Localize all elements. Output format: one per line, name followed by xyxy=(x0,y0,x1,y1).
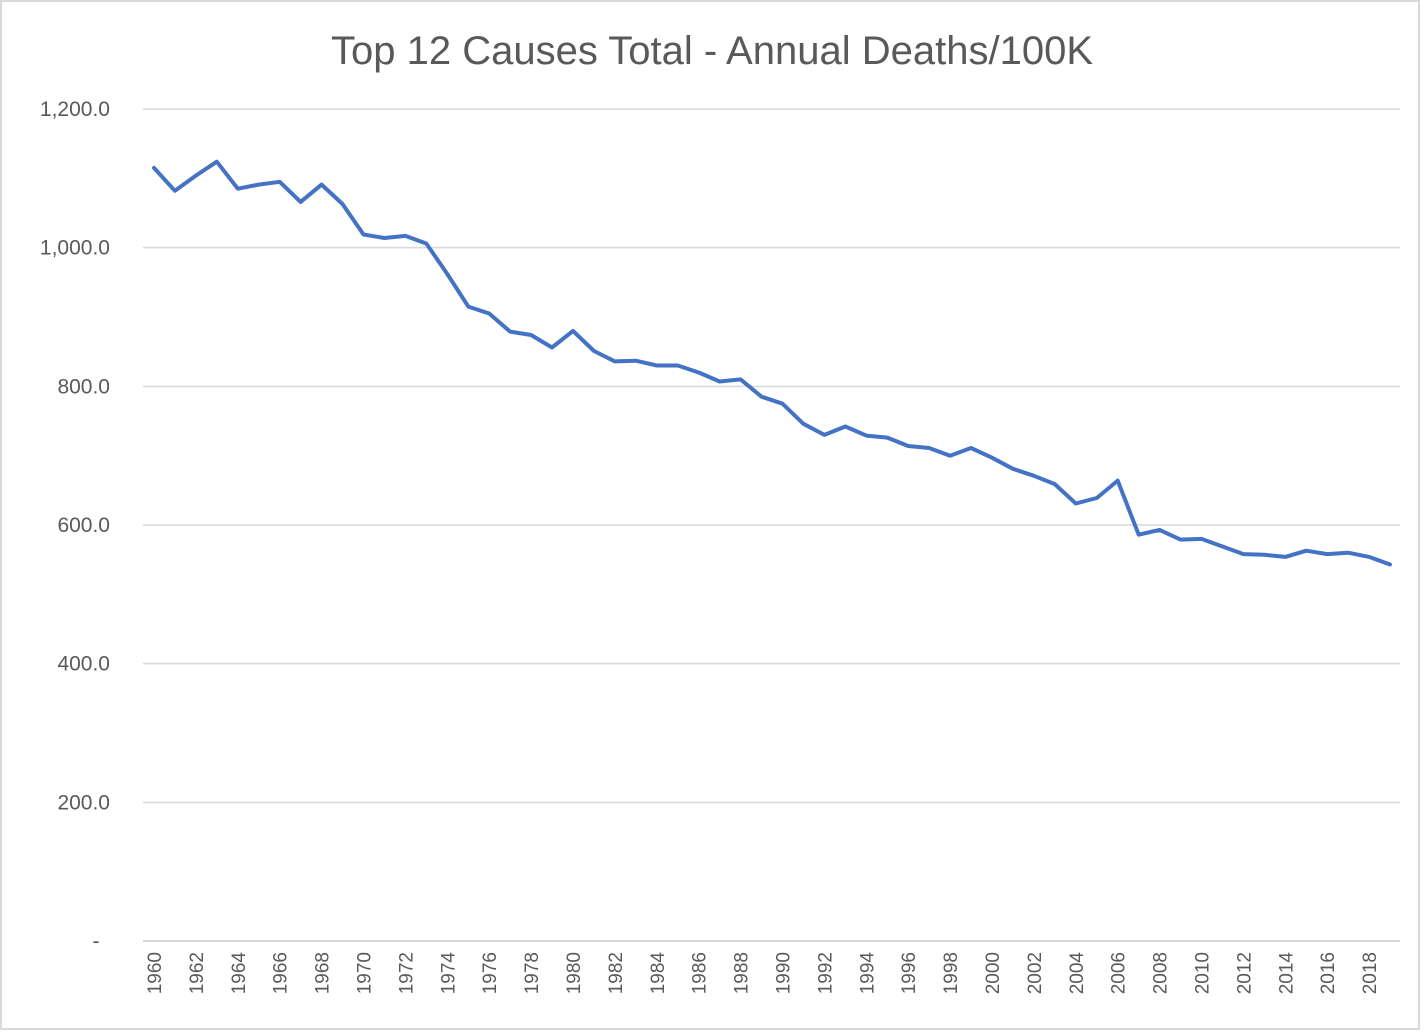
x-tick-label: 1970 xyxy=(355,952,376,994)
x-tick-label: 1988 xyxy=(732,952,753,994)
x-tick-label: 1962 xyxy=(187,952,208,994)
x-tick-label: 1982 xyxy=(606,952,627,994)
x-tick-label: 2004 xyxy=(1067,952,1088,995)
chart-title: Top 12 Causes Total - Annual Deaths/100K xyxy=(331,29,1093,73)
x-tick-label: 1968 xyxy=(313,952,334,994)
x-tick-label: 2000 xyxy=(983,952,1004,994)
x-tick-label: 1960 xyxy=(145,952,166,994)
y-tick-label: - xyxy=(93,930,100,953)
x-tick-label: 1986 xyxy=(690,952,711,994)
x-tick-label: 1964 xyxy=(229,952,250,995)
x-tick-label: 1996 xyxy=(899,952,920,994)
x-tick-label: 1984 xyxy=(648,952,669,995)
x-tick-label: 1972 xyxy=(396,952,417,994)
y-tick-label: 400.0 xyxy=(57,653,110,676)
x-tick-label: 2012 xyxy=(1234,952,1255,994)
x-tick-label: 2018 xyxy=(1360,952,1381,994)
x-tick-label: 2002 xyxy=(1025,952,1046,994)
x-tick-label: 1980 xyxy=(564,952,585,994)
y-tick-label: 800.0 xyxy=(57,375,110,398)
gridlines xyxy=(143,108,1400,942)
x-tick-label: 1966 xyxy=(271,952,292,994)
x-tick-label: 2016 xyxy=(1318,952,1339,994)
y-tick-label: 1,200.0 xyxy=(40,98,110,121)
x-tick-label: 1976 xyxy=(480,952,501,994)
x-tick-label: 1974 xyxy=(438,952,459,995)
y-axis-tick-labels: - 200.0 400.0 600.0 800.0 1,000.0 1,200.0 xyxy=(40,98,110,953)
y-tick-label: 1,000.0 xyxy=(40,237,110,260)
x-tick-label: 2010 xyxy=(1193,952,1214,994)
x-tick-label: 1994 xyxy=(857,952,878,995)
x-tick-label: 1990 xyxy=(774,952,795,994)
x-tick-label: 2006 xyxy=(1109,952,1130,994)
x-tick-label: 1978 xyxy=(522,952,543,994)
x-tick-label: 2014 xyxy=(1276,952,1297,995)
y-tick-label: 200.0 xyxy=(57,791,110,814)
x-tick-label: 1992 xyxy=(815,952,836,994)
x-tick-label: 2008 xyxy=(1151,952,1172,994)
series-group xyxy=(152,159,1392,567)
x-axis-tick-labels: 1960 1962 1964 1966 1968 1970 1972 1974 1976 1978… xyxy=(145,952,1381,995)
y-tick-label: 600.0 xyxy=(57,514,110,537)
series-line xyxy=(152,159,1392,567)
x-tick-label: 1998 xyxy=(941,952,962,994)
